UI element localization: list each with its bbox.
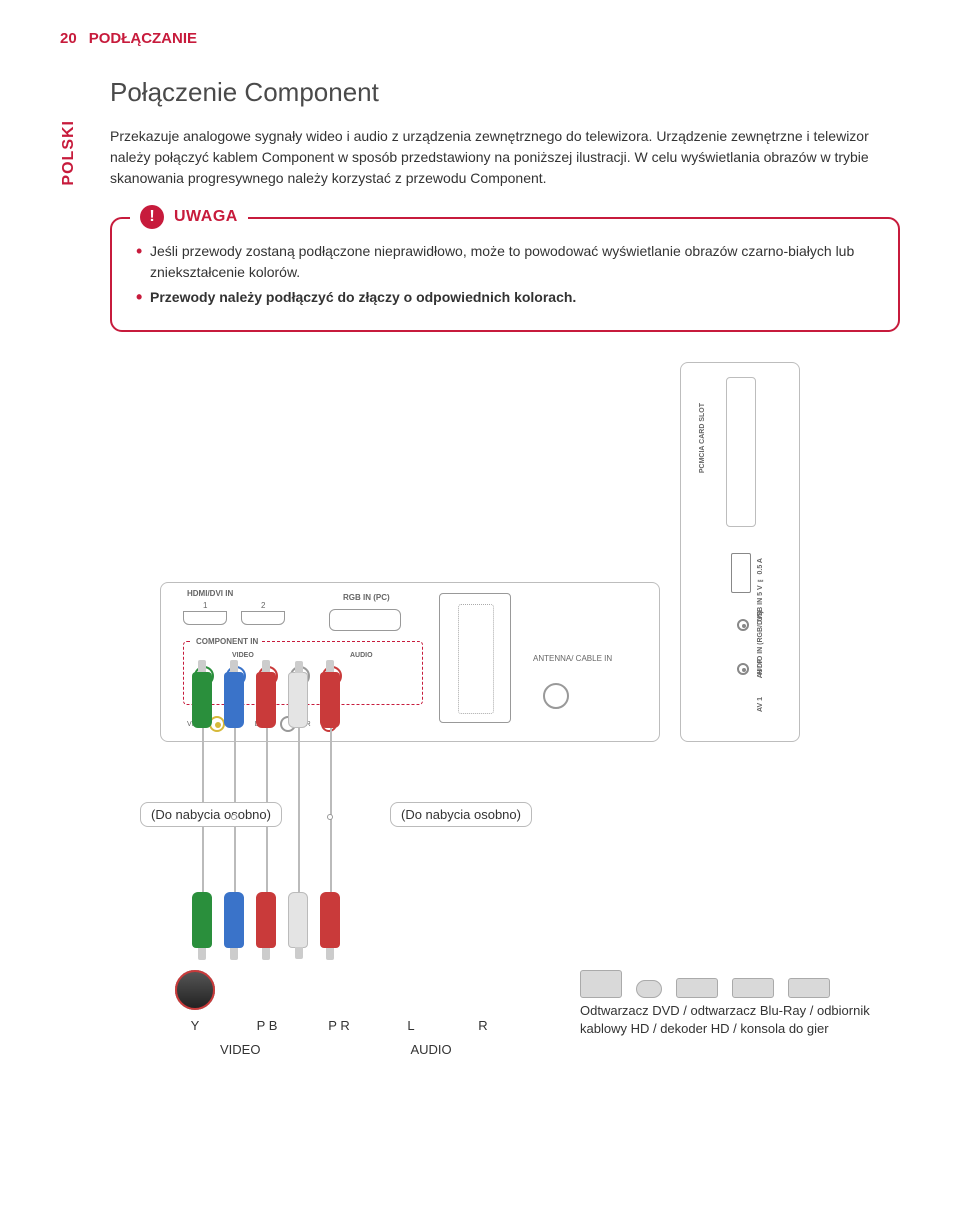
callout-item: Jeśli przewody zostaną podłączone niepra… [136,241,874,283]
jack-label: Y [175,1018,215,1033]
plug-y-tv [192,672,212,728]
component-in-title: COMPONENT IN [192,637,262,646]
plug-l-device [288,892,308,948]
component-video-label: VIDEO [232,652,254,659]
hdmi-label: HDMI/DVI IN [187,589,233,598]
cable-plugs-tv-side [192,672,340,728]
bluray-icon [676,978,718,998]
audio-label: AUDIO [410,1042,451,1057]
devices-caption: Odtwarzacz DVD / odtwarzacz Blu-Ray / od… [580,1002,870,1037]
hdmi-port-2 [241,611,285,625]
plug-l-tv [288,672,308,728]
device-icons [580,970,830,998]
hdmi-1-number: 1 [203,601,207,610]
cable-joint [231,814,237,820]
device-jack-labels: Y P B P R L R [175,1018,503,1033]
intro-paragraph: Przekazuje analogowe sygnały wideo i aud… [110,126,900,189]
gamepad-icon [636,980,662,998]
scart-port [439,593,511,723]
jack-label: L [391,1018,431,1033]
av1-label: AV 1 [757,697,764,712]
plug-pr-device [256,892,276,948]
page-number: 20 [60,30,77,47]
alert-icon: ! [140,205,164,229]
vga-port [329,609,401,631]
callout-label: UWAGA [174,208,238,226]
video-label: VIDEO [220,1042,260,1057]
hdmi-port-1 [183,611,227,625]
section-title: PODŁĄCZANIE [89,30,197,47]
callout-note: ! UWAGA Jeśli przewody zostaną podłączon… [110,217,900,332]
rgb-label: RGB IN (PC) [343,593,390,602]
headphone-jack [737,663,749,675]
plug-pr-tv [256,672,276,728]
language-tab: POLSKI [60,120,78,186]
cable-joint [327,814,333,820]
callout-item: Przewody należy podłączyć do złączy o od… [136,287,874,308]
antenna-port [543,683,569,709]
page-title: Połączenie Component [110,77,900,108]
device-jack-r [175,970,215,1010]
jack-label: P B [247,1018,287,1033]
note-audio-cable: (Do nabycia osobno) [390,802,532,827]
jack-label: R [463,1018,503,1033]
cable-plugs-device-side [192,892,340,948]
plug-r-tv [320,672,340,728]
pcmcia-slot [726,377,756,527]
usb-port [731,553,751,593]
connection-diagram: PCMCIA CARD SLOT USB IN 5 V ⎓ 0.5 A AUDI… [80,362,900,1082]
audio-in-jack [737,619,749,631]
plug-y-device [192,892,212,948]
plug-pb-device [224,892,244,948]
settop-icon [732,978,774,998]
dvd-icon [788,978,830,998]
jack-label: P R [319,1018,359,1033]
video-audio-labels: VIDEO AUDIO [220,1042,452,1057]
console-icon [580,970,622,998]
tv-side-panel: PCMCIA CARD SLOT USB IN 5 V ⎓ 0.5 A AUDI… [680,362,800,742]
headphone-label: H / P [757,659,764,675]
antenna-label: ANTENNA/ CABLE IN [533,655,612,664]
hdmi-2-number: 2 [261,601,265,610]
component-audio-label: AUDIO [350,652,373,659]
pcmcia-label: PCMCIA CARD SLOT [699,403,706,473]
plug-pb-tv [224,672,244,728]
plug-r-device [320,892,340,948]
note-video-cable: (Do nabycia osobno) [140,802,282,827]
